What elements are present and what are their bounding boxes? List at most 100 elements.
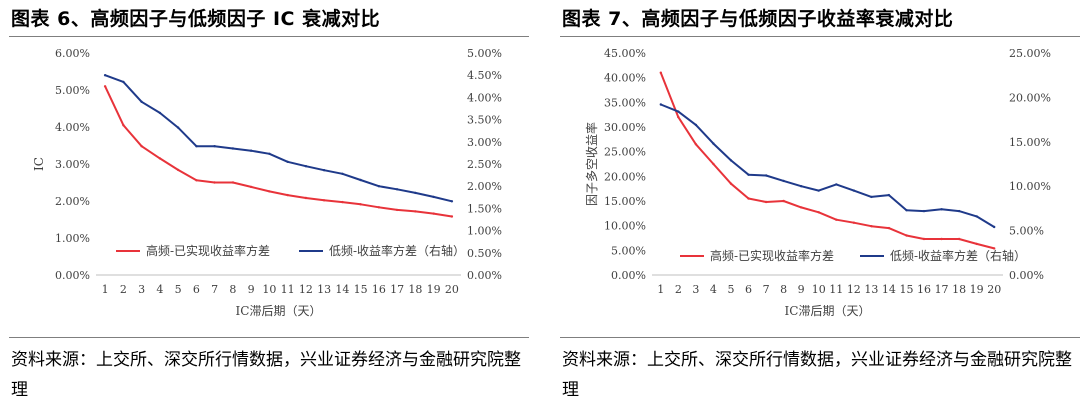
x-tick-label: 2 — [675, 283, 682, 296]
x-tick-label: 11 — [281, 283, 295, 296]
data-point — [103, 74, 107, 77]
data-point — [414, 210, 417, 213]
y-tick-label-left: 1.00% — [55, 232, 90, 245]
y-axis-title: 因子多空收益率 — [584, 122, 599, 206]
ic-decay-chart: 0.00% 1.00% 2.00% 3.00% 4.00% 5.00% 6.00% 0.00%… — [32, 47, 502, 318]
data-point — [887, 226, 891, 230]
x-tick-label: 3 — [138, 283, 145, 296]
x-tick-label: 5 — [175, 283, 182, 296]
x-tick-label: 9 — [248, 283, 255, 296]
data-point — [835, 183, 838, 186]
data-point — [341, 172, 344, 175]
y-tick-label-left: 2.00% — [55, 195, 90, 208]
x-tick-label: 1 — [102, 283, 109, 296]
y-tick-label-right: 25.00% — [1009, 47, 1051, 60]
data-point — [817, 189, 820, 192]
data-point — [817, 211, 820, 214]
x-tick-label: 1 — [657, 283, 664, 296]
data-point — [993, 247, 996, 250]
data-point — [213, 145, 216, 148]
legend-label: 高频-已实现收益率方差 — [146, 243, 270, 258]
legend-label: 高频-已实现收益率方差 — [710, 248, 834, 263]
data-point — [887, 193, 891, 197]
y-tick-label-right: 10.00% — [1009, 180, 1051, 193]
data-point — [359, 203, 362, 206]
x-tick-label: 6 — [193, 283, 200, 296]
x-tick-label: 6 — [745, 283, 752, 296]
x-tick-label: 17 — [390, 283, 404, 296]
x-tick-label: 12 — [299, 283, 313, 296]
y-tick-label-left: 0.00% — [55, 269, 90, 282]
x-tick-label: 20 — [987, 283, 1001, 296]
y-tick-label-left: 45.00% — [604, 47, 646, 60]
data-point — [852, 221, 855, 224]
y-tick-label-right: 4.50% — [467, 69, 502, 82]
figure-6-panel: 图表 6、高频因子与低频因子 IC 衰减对比 0.00% 1.00% 2.00% 3.… — [9, 0, 534, 406]
data-point — [957, 237, 961, 241]
high-freq-series-line — [104, 85, 453, 218]
data-point — [377, 185, 381, 188]
x-tick-label: 14 — [335, 283, 349, 296]
data-point — [432, 195, 435, 199]
data-point — [249, 185, 253, 189]
x-tick-label: 20 — [445, 283, 459, 296]
data-point — [729, 182, 733, 185]
data-point — [694, 123, 698, 127]
data-point — [870, 225, 873, 228]
x-tick-label: 19 — [427, 283, 441, 296]
figure-title: 图表 6、高频因子与低频因子 IC 衰减对比 — [11, 8, 381, 30]
source-divider — [9, 337, 529, 338]
data-point — [103, 85, 107, 88]
data-point — [835, 218, 838, 221]
x-tick-label: 9 — [798, 283, 805, 296]
data-point — [377, 206, 381, 209]
data-point — [922, 237, 926, 241]
data-point — [158, 157, 162, 160]
y-tick-label-left: 6.00% — [55, 47, 90, 60]
data-point — [395, 188, 399, 191]
x-tick-label: 7 — [211, 283, 218, 296]
data-point — [268, 190, 271, 193]
data-point — [800, 206, 803, 209]
data-point — [195, 179, 198, 182]
data-point — [764, 174, 768, 177]
return-decay-chart: 0.00%5.00%10.00%15.00%20.00%25.00%30.00%… — [584, 47, 1051, 318]
data-point — [122, 124, 125, 127]
source-note: 资料来源：上交所、深交所行情数据，兴业证券经济与金融研究院整理 — [562, 350, 1072, 400]
y-tick-label-right: 0.00% — [467, 269, 502, 282]
y-axis-title: IC — [32, 157, 46, 171]
legend-label: 低频-收益率方差（右轴） — [329, 243, 465, 258]
y-tick-label-left: 35.00% — [604, 96, 646, 109]
x-tick-label: 4 — [156, 283, 163, 296]
x-tick-label: 15 — [899, 283, 913, 296]
x-tick-label: 16 — [372, 283, 386, 296]
y-tick-label-left: 4.00% — [55, 121, 90, 134]
x-tick-label: 13 — [864, 283, 878, 296]
y-tick-label-right: 5.00% — [1009, 225, 1044, 238]
y-tick-label-left: 20.00% — [604, 170, 646, 183]
data-point — [870, 195, 873, 199]
data-point — [268, 152, 271, 155]
data-point — [176, 126, 180, 129]
low-freq-series-line — [660, 103, 995, 228]
y-tick-label-right: 1.00% — [467, 225, 502, 238]
x-tick-label: 13 — [317, 283, 331, 296]
data-point — [140, 145, 143, 148]
x-tick-label: 15 — [354, 283, 368, 296]
data-point — [213, 181, 216, 184]
x-tick-label: 4 — [710, 283, 717, 296]
y-tick-label-right: 20.00% — [1009, 91, 1051, 104]
y-tick-label-right: 15.00% — [1009, 136, 1051, 149]
data-point — [231, 147, 235, 150]
data-point — [729, 159, 733, 162]
data-point — [800, 185, 803, 188]
x-axis-title: IC滞后期（天） — [236, 304, 322, 318]
data-point — [322, 169, 326, 172]
data-point — [286, 160, 289, 163]
x-tick-label: 11 — [829, 283, 843, 296]
x-axis-title: IC滞后期（天） — [785, 304, 871, 318]
y-tick-label-right: 3.00% — [467, 136, 502, 149]
data-point — [712, 142, 715, 145]
data-point — [747, 197, 750, 200]
x-tick-label: 7 — [763, 283, 770, 296]
